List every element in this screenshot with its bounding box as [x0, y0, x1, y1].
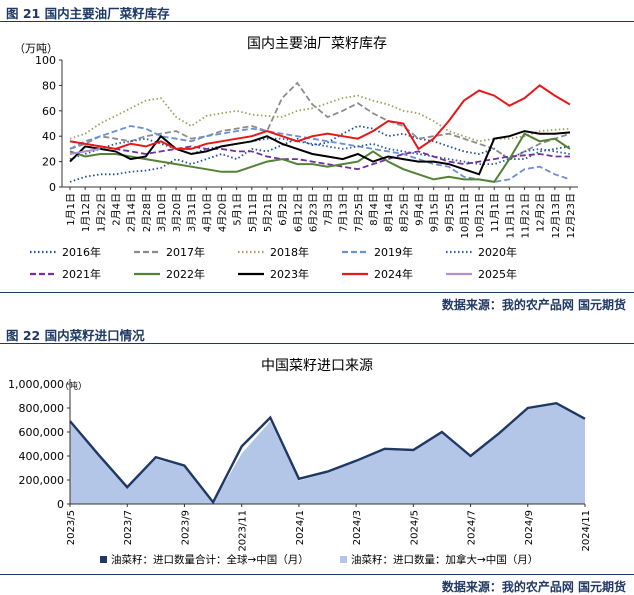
x-tick-label: 2024/9 [524, 510, 535, 545]
y-tick-label: 1,000,000 [8, 378, 64, 391]
x-tick-label: 12月13日 [550, 193, 562, 238]
series-line [69, 84, 571, 151]
y-tick-label: 0 [49, 181, 56, 194]
x-tick-label: 2024/3 [352, 510, 363, 545]
legend-label: 2023年 [270, 267, 309, 281]
series-line [69, 94, 571, 143]
x-tick-label: 8月14日 [383, 193, 395, 232]
legend: 油菜籽：进口数量合计：全球→中国（月） 油菜籽：进口数量：加拿大→中国（月） [100, 553, 538, 566]
x-tick-label: 4月20日 [217, 193, 229, 232]
x-tick-label: 2023/5 [66, 510, 77, 545]
legend-label: 2025年 [478, 267, 517, 281]
x-tick-label: 5月21日 [262, 193, 274, 232]
x-tick-label: 10月21日 [474, 193, 486, 238]
x-tick-label: 1月1日 [65, 193, 77, 226]
x-tick-label: 8月25日 [398, 193, 410, 232]
legend-label: 油菜籽：进口数量：加拿大→中国（月） [351, 553, 538, 566]
figure-source: 数据来源：我的农产品网 国元期货 [0, 574, 634, 594]
x-tick-label: 7月13日 [338, 193, 350, 232]
figure-caption: 图 22 国内菜籽进口情况 [0, 322, 634, 344]
x-tick-label: 2024/7 [467, 510, 478, 545]
y-tick-label: 400,000 [19, 450, 65, 463]
x-tick-label: 2024/5 [409, 510, 420, 545]
x-tick-label: 2024/1 [295, 510, 306, 545]
y-tick-label: 800,000 [19, 402, 65, 415]
x-tick-label: 2024/11 [581, 510, 592, 552]
x-tick-label: 2023/11 [238, 510, 249, 552]
legend-label: 2017年 [166, 245, 205, 259]
inventory-line-chart: 国内主要油厂菜籽库存 （万吨） 0 20 40 60 80 100 1月1日 1月12日 1月22日… [14, 36, 578, 281]
series-line [69, 140, 570, 171]
x-tick-label: 11月1日 [489, 193, 501, 232]
series-area [70, 404, 585, 504]
x-tick-label: 7月25日 [353, 193, 365, 232]
series-line [69, 132, 571, 183]
figure-source: 数据来源：我的农产品网 国元期货 [0, 292, 634, 312]
figure-inventory: 图 21 国内主要油厂菜籽库存 国内主要油厂菜籽库存 （万吨） 0 20 40 60 80 1… [0, 0, 634, 312]
legend-label: 2019年 [374, 245, 413, 259]
x-tick-label: 6月23日 [307, 193, 319, 232]
x-tick-label: 1月12日 [80, 193, 92, 232]
x-tick-label: 9月25日 [444, 193, 456, 232]
import-area-chart: 中国菜籽进口来源 0 200,000 400,000 600,000 800,000 1,0… [8, 358, 592, 566]
legend-label: 2024年 [374, 267, 413, 281]
y-unit-label: （万吨） [14, 42, 58, 55]
legend-label: 油菜籽：进口数量合计：全球→中国（月） [111, 553, 309, 566]
series-line [69, 401, 586, 505]
legend: 2016年 2017年 2018年 2019年 2020年 2021年 2022年 2023年… [30, 245, 517, 281]
x-tick-label: 2月14日 [126, 193, 138, 232]
chart-title: 中国菜籽进口来源 [261, 358, 373, 374]
legend-label: 2021年 [62, 267, 101, 281]
legend-label: 2022年 [166, 267, 205, 281]
x-tick-label: 10月11日 [459, 193, 471, 238]
x-tick-label: 12月2日 [535, 193, 547, 232]
x-tick-label: 2月4日 [110, 193, 122, 226]
legend-label: 2016年 [62, 245, 101, 259]
y-tick-label: 600,000 [19, 426, 65, 439]
x-tick-label: 2023/7 [123, 510, 134, 545]
x-tick-label: 9月15日 [429, 193, 441, 232]
y-tick-label: 40 [42, 130, 56, 143]
chart-title: 国内主要油厂菜籽库存 [247, 36, 387, 52]
x-tick-label: 3月31日 [186, 193, 198, 232]
x-tick-label: 3月10日 [156, 193, 168, 232]
x-tick-label: 12月23日 [565, 193, 577, 238]
x-tick-label: 4月10日 [201, 193, 213, 232]
series-line [69, 81, 571, 161]
legend-label: 2018年 [270, 245, 309, 259]
x-tick-label: 7月3日 [323, 193, 335, 226]
x-tick-label: 5月11日 [247, 193, 259, 232]
x-tick-label: 9月4日 [413, 193, 425, 226]
x-tick-label: 8月4日 [368, 193, 380, 226]
x-tick-label: 11月11日 [504, 193, 516, 238]
x-tick-label: 2月28日 [141, 193, 153, 232]
figure-import: 图 22 国内菜籽进口情况 中国菜籽进口来源 0 200,000 400,000 600… [0, 322, 634, 594]
x-tick-label: 6月12日 [292, 193, 304, 232]
y-tick-label: 20 [42, 156, 56, 169]
x-tick-label: 11月21日 [520, 193, 532, 238]
x-tick-label: 3月20日 [171, 193, 183, 232]
legend-swatch [100, 556, 107, 563]
y-unit-label: （吨） [60, 380, 87, 392]
series-line [69, 147, 101, 155]
figure-caption: 图 21 国内主要油厂菜籽库存 [0, 0, 634, 22]
y-tick-label: 60 [42, 105, 56, 118]
legend-label: 2020年 [478, 245, 517, 259]
y-tick-label: 0 [57, 498, 64, 511]
series-line [69, 137, 571, 166]
x-tick-label: 6月2日 [277, 193, 289, 226]
series-line [69, 130, 571, 176]
x-tick-label: 1月22日 [95, 193, 107, 232]
y-tick-label: 100 [35, 54, 56, 67]
series-line [69, 125, 571, 183]
x-tick-label: 2023/9 [180, 510, 191, 545]
x-tick-label: 5月1日 [232, 193, 244, 226]
y-tick-label: 80 [42, 79, 56, 92]
y-tick-label: 200,000 [19, 474, 65, 487]
legend-swatch [340, 556, 347, 563]
